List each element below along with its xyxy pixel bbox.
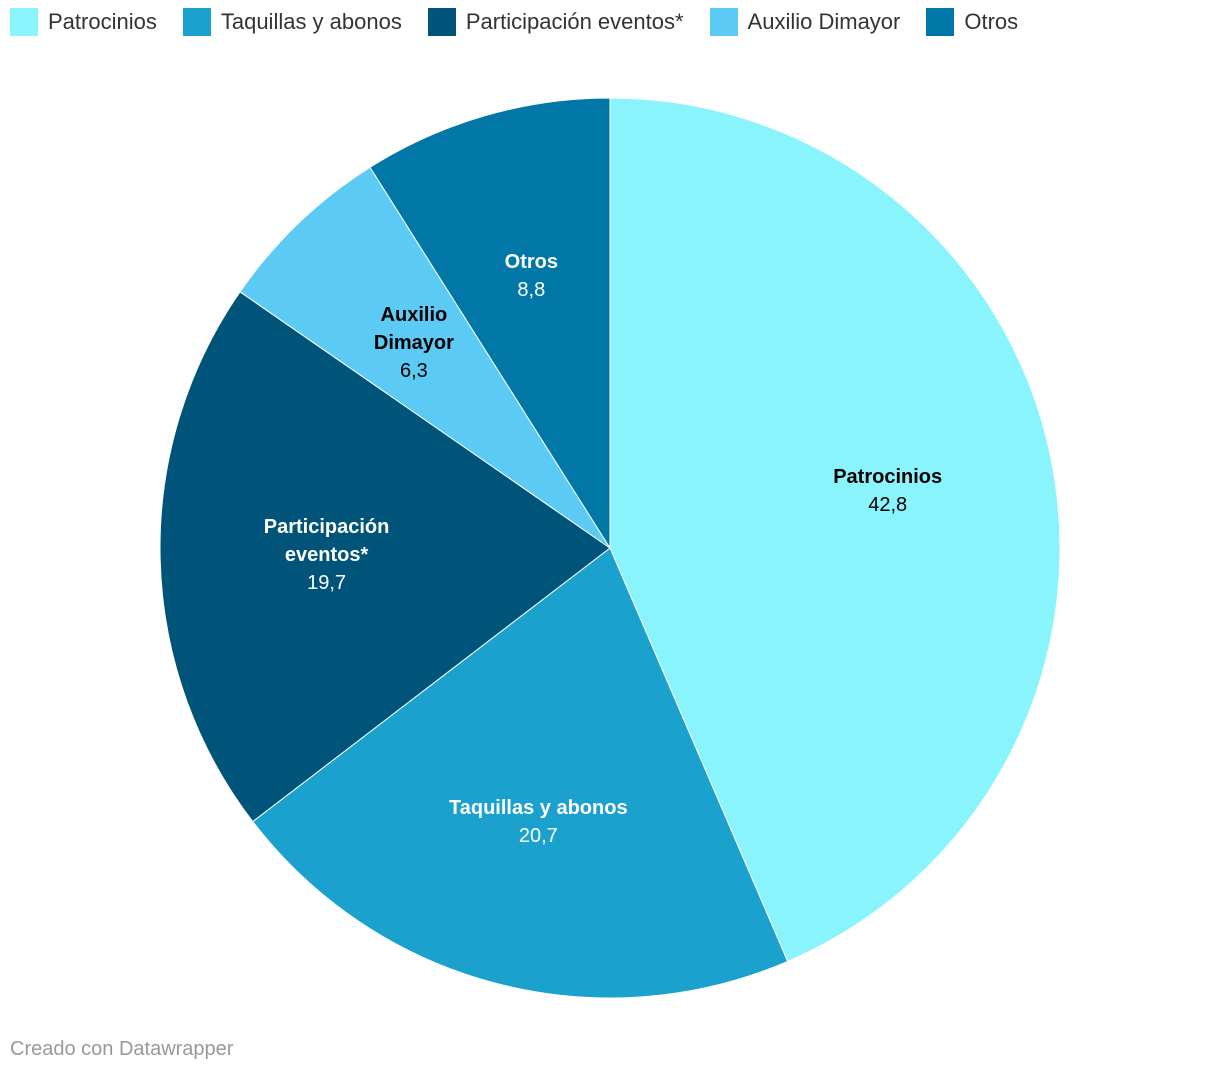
legend-swatch: [182, 8, 211, 36]
slice-value: 20,7: [518, 825, 558, 848]
slice-value: 6,3: [399, 360, 428, 383]
legend-swatch: [10, 8, 38, 36]
legend-label: Otros: [964, 9, 1019, 34]
legend-item: Patrocinios: [10, 8, 157, 36]
legend-swatch: [427, 8, 456, 36]
slice-label: Participación eventos* 19,7: [252, 513, 402, 597]
legend-swatch: [926, 8, 955, 36]
slice-name: Patrocinios: [833, 465, 943, 488]
slice-label: Otros 8,8: [505, 248, 558, 304]
pie-slice: [159, 291, 611, 823]
slice-label: Auxilio Dimayor 6,3: [339, 301, 489, 385]
legend-item: Participación eventos*: [427, 8, 684, 36]
pie-slice: [609, 97, 1061, 963]
slice-name: Taquillas y abonos: [449, 797, 628, 820]
credit: Creado con Datawrapper: [10, 1038, 234, 1060]
slice-value: 8,8: [517, 278, 546, 301]
legend-label: Participación eventos*: [465, 9, 684, 34]
legend-swatch: [709, 8, 738, 36]
slice-name: Participación eventos*: [263, 515, 390, 566]
slice-value: 42,8: [868, 493, 908, 516]
slice-label: Patrocinios 42,8: [833, 463, 942, 519]
pie-slice: [239, 166, 611, 549]
legend-label: Patrocinios: [48, 9, 157, 34]
pie-slice: [369, 97, 611, 550]
legend-label: Auxilio Dimayor: [747, 9, 901, 34]
legend: Patrocinios Taquillas y abonos Participaci…: [10, 8, 1018, 36]
slice-label: Taquillas y abonos 20,7: [449, 794, 628, 850]
legend-item: Auxilio Dimayor: [709, 8, 901, 36]
legend-item: Otros: [926, 8, 1018, 36]
slice-name: Otros: [504, 250, 558, 273]
pie-slice: [252, 547, 789, 999]
legend-label: Taquillas y abonos: [220, 9, 402, 34]
slice-value: 19,7: [307, 571, 347, 594]
legend-item: Taquillas y abonos: [182, 8, 402, 36]
slice-name: Auxilio Dimayor: [373, 304, 454, 355]
